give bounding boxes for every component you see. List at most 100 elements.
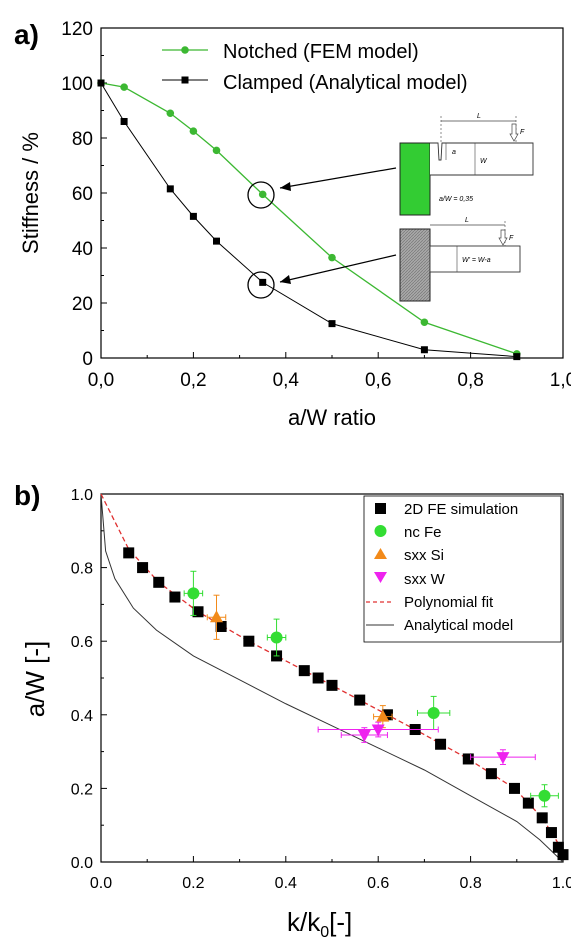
fe-simulation-point bbox=[508, 782, 520, 794]
panel-a-ylabel: Stiffness / % bbox=[18, 132, 43, 254]
legend-label-clamped: Clamped (Analytical model) bbox=[223, 72, 468, 94]
inset-clamped-L: L bbox=[465, 217, 469, 224]
y-tick-label: 0.4 bbox=[71, 708, 93, 725]
panel-b-xlabel-tail: [-] bbox=[329, 907, 352, 937]
legend-b-label-w: sxx W bbox=[404, 571, 446, 588]
fe-simulation-point bbox=[435, 738, 447, 750]
fe-simulation-point bbox=[545, 827, 557, 839]
legend-b-label-fit: Polynomial fit bbox=[404, 594, 494, 611]
fe-simulation-point bbox=[123, 547, 135, 559]
sxx-w-point bbox=[357, 730, 371, 743]
panel-b-ylabel: a/W [-] bbox=[20, 641, 50, 718]
panel-a-xlabel: a/W ratio bbox=[288, 405, 376, 430]
y-tick-label: 1.0 bbox=[71, 487, 93, 504]
fe-simulation-point bbox=[381, 709, 393, 721]
x-tick-label: 1,0 bbox=[550, 370, 571, 391]
data-point-notched bbox=[166, 109, 175, 118]
legend-label-notched: Notched (FEM model) bbox=[223, 41, 419, 63]
legend-b-marker-w bbox=[374, 572, 387, 583]
panel-b-xlabel-sub: 0 bbox=[320, 924, 329, 941]
notched-beam bbox=[430, 142, 534, 176]
x-tick-label: 0.8 bbox=[459, 875, 481, 892]
fe-simulation-point bbox=[522, 797, 534, 809]
sxx-si-point bbox=[376, 709, 390, 722]
legend-b-label-si: sxx Si bbox=[404, 547, 444, 564]
data-point-clamped bbox=[213, 237, 220, 245]
fe-simulation-point bbox=[326, 679, 338, 691]
data-point-notched bbox=[328, 253, 336, 262]
inset-notched-W: W bbox=[480, 158, 488, 165]
x-tick-label: 0,2 bbox=[180, 370, 206, 391]
x-tick-label: 0.0 bbox=[90, 875, 112, 892]
fe-simulation-point bbox=[354, 694, 366, 706]
clamped-beam bbox=[429, 245, 521, 273]
nc-fe-point bbox=[427, 706, 440, 719]
legend-b-marker-ncfe bbox=[374, 525, 387, 537]
nc-fe-point bbox=[270, 631, 283, 644]
fe-simulation-point bbox=[552, 841, 564, 853]
y-tick-label: 0.2 bbox=[71, 781, 93, 798]
green-clamp-block bbox=[399, 142, 431, 216]
y-tick-label: 0.0 bbox=[71, 855, 93, 872]
inset-clamped-diagram: L F W' = W-a bbox=[399, 217, 521, 302]
arrowhead-notched bbox=[280, 182, 291, 191]
x-tick-label: 0.2 bbox=[182, 875, 204, 892]
fe-simulation-point bbox=[215, 620, 227, 632]
x-tick-label: 0,6 bbox=[365, 370, 391, 391]
inset-notched-a: a bbox=[452, 149, 456, 156]
data-point-notched bbox=[120, 83, 128, 91]
data-point-clamped bbox=[259, 278, 267, 286]
fe-simulation-point bbox=[557, 849, 569, 861]
x-tick-label: 0,8 bbox=[457, 370, 483, 391]
inset-clamped-W: W' = W-a bbox=[462, 257, 491, 264]
fe-simulation-point bbox=[298, 665, 310, 677]
fe-simulation-point bbox=[192, 606, 204, 618]
y-tick-label: 40 bbox=[72, 239, 93, 260]
panel-b-xlabel: k/k0[-] bbox=[287, 907, 352, 941]
gray-clamp-block bbox=[399, 228, 431, 302]
panel-b-label: b) bbox=[14, 480, 40, 511]
data-point-notched bbox=[212, 146, 221, 155]
data-point-notched bbox=[420, 318, 429, 327]
y-tick-label: 0.6 bbox=[71, 634, 93, 651]
y-tick-label: 80 bbox=[72, 129, 93, 150]
data-point-clamped bbox=[166, 185, 174, 193]
arrowhead-clamped bbox=[280, 275, 291, 284]
panel-b: b) 0.0 0.2 0.4 0.6 0.8 1.00.00.20.40.60.81.0 … bbox=[14, 480, 571, 941]
x-tick-label: 0,4 bbox=[273, 370, 300, 391]
y-tick-label: 100 bbox=[61, 74, 93, 95]
panel-a-label: a) bbox=[14, 19, 39, 50]
fe-simulation-point bbox=[536, 812, 548, 824]
series-line-notched bbox=[100, 82, 518, 355]
inset-notched-diagram: L F a W a/W = 0,35 bbox=[399, 113, 534, 216]
panel-a-annotations bbox=[247, 167, 397, 299]
data-point-clamped bbox=[420, 346, 428, 354]
panel-b-legend-box bbox=[363, 495, 562, 643]
inset-clamped-F: F bbox=[509, 235, 514, 242]
legend-b-marker-si bbox=[374, 548, 387, 559]
sxx-w-point bbox=[496, 752, 510, 765]
nc-fe-point bbox=[538, 789, 551, 802]
data-point-notched bbox=[189, 127, 198, 135]
analytical-model-line bbox=[100, 493, 564, 863]
legend-b-label-analytical: Analytical model bbox=[404, 617, 513, 634]
fe-simulation-point bbox=[485, 768, 497, 780]
fe-simulation-point bbox=[137, 562, 149, 574]
force-arrow-notched bbox=[509, 123, 519, 142]
y-tick-label: 0 bbox=[82, 349, 93, 370]
sxx-w-point bbox=[371, 724, 385, 737]
y-tick-label: 120 bbox=[61, 19, 93, 40]
panel-a-legend: Notched (FEM model) Clamped (Analytical … bbox=[162, 41, 468, 94]
inset-notched-L: L bbox=[477, 113, 481, 120]
series-line-clamped bbox=[100, 82, 517, 358]
fe-simulation-point bbox=[312, 672, 324, 684]
data-point-clamped bbox=[189, 212, 197, 220]
data-point-clamped bbox=[513, 353, 521, 361]
highlight-circle-notched bbox=[247, 181, 275, 209]
y-tick-label: 20 bbox=[72, 294, 93, 315]
nc-fe-point bbox=[187, 587, 200, 600]
legend-b-label-ncfe: nc Fe bbox=[404, 524, 442, 541]
inset-notched-ratio: a/W = 0,35 bbox=[439, 196, 473, 203]
x-tick-label: 0.4 bbox=[275, 875, 297, 892]
